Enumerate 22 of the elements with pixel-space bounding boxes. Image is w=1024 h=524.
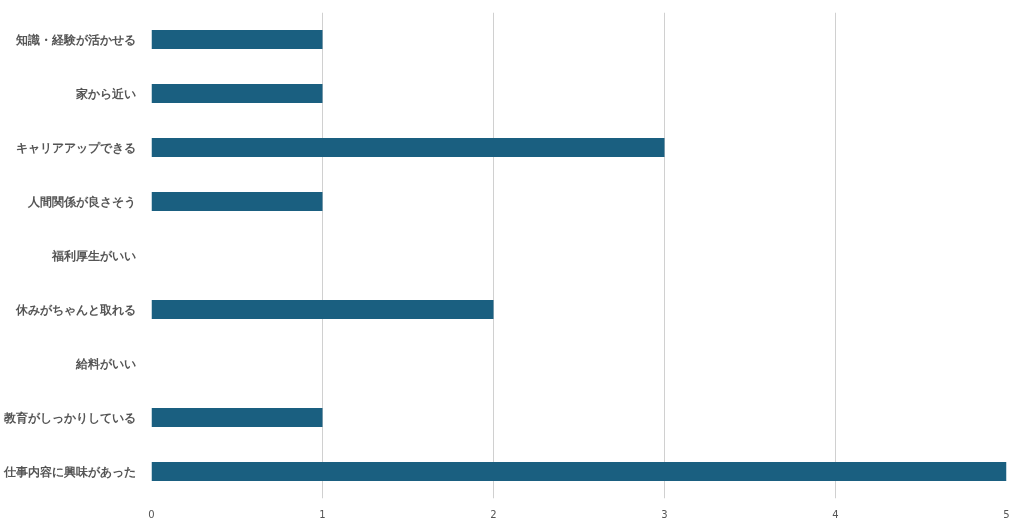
x-tick-label: 4 [832, 508, 839, 520]
bar [151, 462, 1007, 481]
bar [151, 138, 665, 157]
bar [151, 192, 323, 211]
y-tick-label: 給料がいい [74, 356, 136, 371]
x-tick-label: 0 [148, 508, 155, 520]
bar [151, 408, 323, 427]
x-tick-label: 1 [319, 508, 326, 520]
x-tick-label: 3 [661, 508, 668, 520]
bar [151, 30, 323, 49]
y-tick-label: 仕事内容に興味があった [2, 464, 136, 479]
y-tick-label: 人間関係が良さそう [26, 194, 136, 209]
bar [151, 300, 494, 319]
y-tick-label: 知識・経験が活かせる [14, 32, 136, 47]
y-tick-label: 教育がしっかりしている [2, 410, 136, 425]
bar [151, 84, 323, 103]
x-tick-label: 2 [490, 508, 497, 520]
x-tick-label: 5 [1003, 508, 1010, 520]
y-tick-label: 休みがちゃんと取れる [14, 302, 136, 317]
y-tick-label: 家から近い [74, 86, 136, 101]
y-tick-label: 福利厚生がいい [50, 248, 136, 263]
y-tick-label: キャリアアップできる [15, 140, 136, 155]
